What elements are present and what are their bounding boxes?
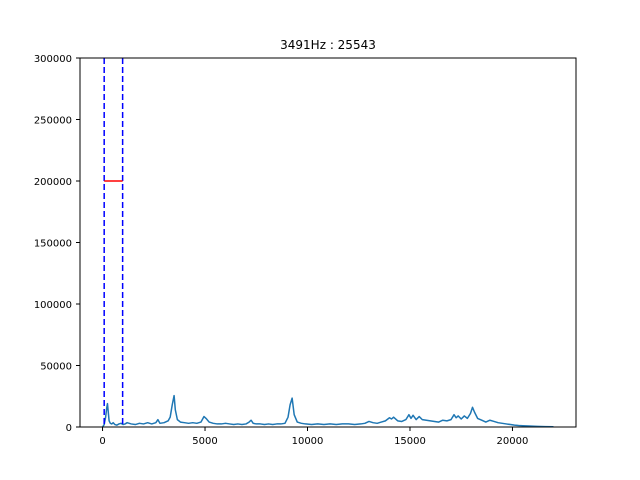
- x-tick-label: 15000: [394, 436, 426, 447]
- series-line-0: [101, 394, 554, 428]
- x-tick-label: 5000: [192, 436, 217, 447]
- x-axis: 0 5000 10000 15000 20000: [99, 427, 528, 447]
- x-tick-label: 20000: [497, 436, 529, 447]
- y-tick-label: 0: [66, 423, 72, 434]
- y-tick-label: 300000: [34, 54, 72, 65]
- y-tick-label: 100000: [34, 300, 72, 311]
- y-tick-label: 150000: [34, 239, 72, 250]
- plot-frame: [79, 57, 577, 428]
- y-tick-label: 50000: [40, 362, 72, 373]
- plot-area: [101, 58, 554, 428]
- y-tick-label: 200000: [34, 177, 72, 188]
- x-tick-label: 10000: [292, 436, 324, 447]
- y-tick-label: 250000: [34, 116, 72, 127]
- y-axis: 0 50000 100000 150000 200000 250000 300000: [34, 54, 80, 434]
- chart-title: 3491Hz : 25543: [280, 38, 376, 52]
- x-tick-label: 0: [99, 436, 105, 447]
